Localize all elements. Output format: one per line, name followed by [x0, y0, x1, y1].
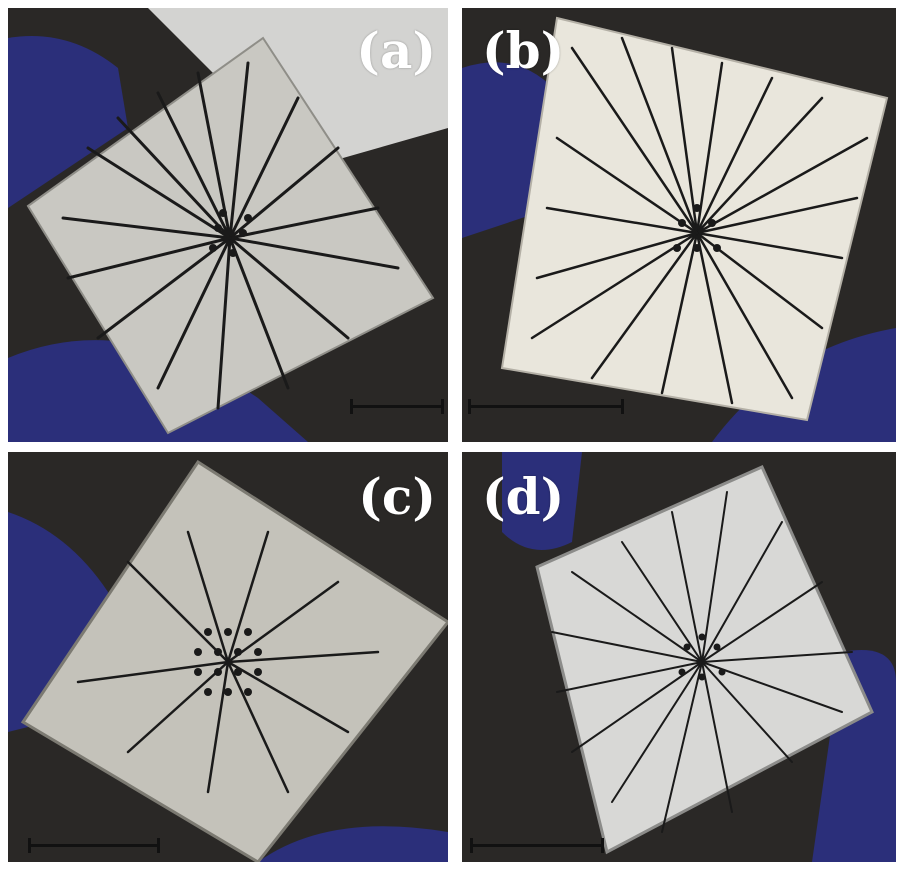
panel-c-scale-bar [28, 838, 160, 853]
panel-c-photo [8, 452, 448, 862]
panel-b: (b) [462, 8, 896, 442]
panel-a-label: (a) [356, 21, 436, 80]
panel-a-scale-bar [350, 399, 444, 414]
panel-b-photo [462, 8, 896, 442]
panel-b-scale-bar [468, 399, 624, 414]
panel-c-label: (c) [358, 467, 436, 526]
panel-d-label: (d) [482, 467, 565, 526]
panel-d-photo [462, 452, 896, 862]
panel-c: (c) [8, 452, 448, 862]
panel-b-label: (b) [482, 21, 565, 80]
panel-d-scale-bar [470, 838, 604, 853]
panel-d: (d) [462, 452, 896, 862]
panel-a-photo [8, 8, 448, 442]
panel-a: (a) [8, 8, 448, 442]
